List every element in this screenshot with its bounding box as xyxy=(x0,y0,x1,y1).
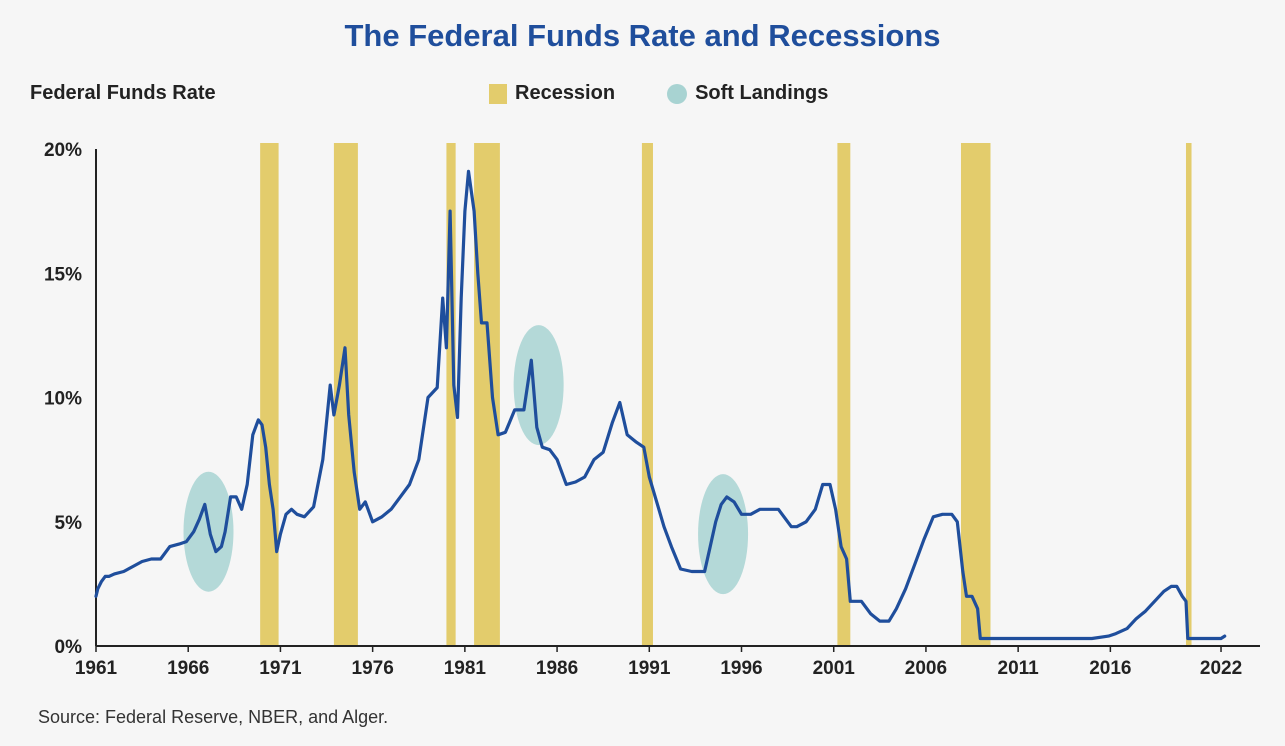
x-tick-label: 1986 xyxy=(536,658,578,679)
source-note: Source: Federal Reserve, NBER, and Alger… xyxy=(38,707,389,727)
legend-recession-label: Recession xyxy=(515,82,616,104)
recession-bar-7 xyxy=(1185,143,1192,646)
series-line-fed-funds-rate xyxy=(94,169,1227,641)
x-tick-label: 1971 xyxy=(259,658,302,679)
recession-bar-6 xyxy=(960,143,991,646)
recession-bar-5 xyxy=(837,143,851,646)
x-tick-label: 2011 xyxy=(998,658,1040,679)
legend-soft-landing-label: Soft Landings xyxy=(695,82,829,104)
y-tick-label: 10% xyxy=(44,389,82,410)
x-tick-label: 1981 xyxy=(444,658,487,679)
soft-landing-ellipse-1 xyxy=(513,325,564,446)
x-tick-label: 2001 xyxy=(813,658,856,679)
soft-landing-ellipse-2 xyxy=(698,474,749,595)
y-tick-label: 0% xyxy=(55,637,83,658)
recession-bar-2 xyxy=(446,143,456,646)
recession-bar-3 xyxy=(474,143,500,646)
y-tick-label: 15% xyxy=(44,264,82,285)
chart-title: The Federal Funds Rate and Recessions xyxy=(344,18,941,53)
x-tick-label: 1991 xyxy=(628,658,671,679)
y-tick-label: 5% xyxy=(55,513,83,534)
x-tick-label: 1996 xyxy=(720,658,762,679)
recession-bar-4 xyxy=(641,143,653,646)
recession-bar-0 xyxy=(260,143,279,646)
recession-bar-1 xyxy=(333,143,358,646)
legend-recession-swatch xyxy=(489,83,507,104)
x-tick-label: 1976 xyxy=(352,658,394,679)
legend: Recession Soft Landings xyxy=(489,82,828,105)
x-tick-label: 1961 xyxy=(75,658,118,679)
y-axis-title: Federal Funds Rate xyxy=(30,82,216,104)
x-tick-label: 2022 xyxy=(1200,658,1242,679)
x-tick-label: 2006 xyxy=(905,658,947,679)
y-tick-label: 20% xyxy=(44,140,82,161)
legend-soft-landing-swatch xyxy=(667,83,688,104)
x-tick-label: 1966 xyxy=(167,658,209,679)
x-tick-label: 2016 xyxy=(1089,658,1131,679)
